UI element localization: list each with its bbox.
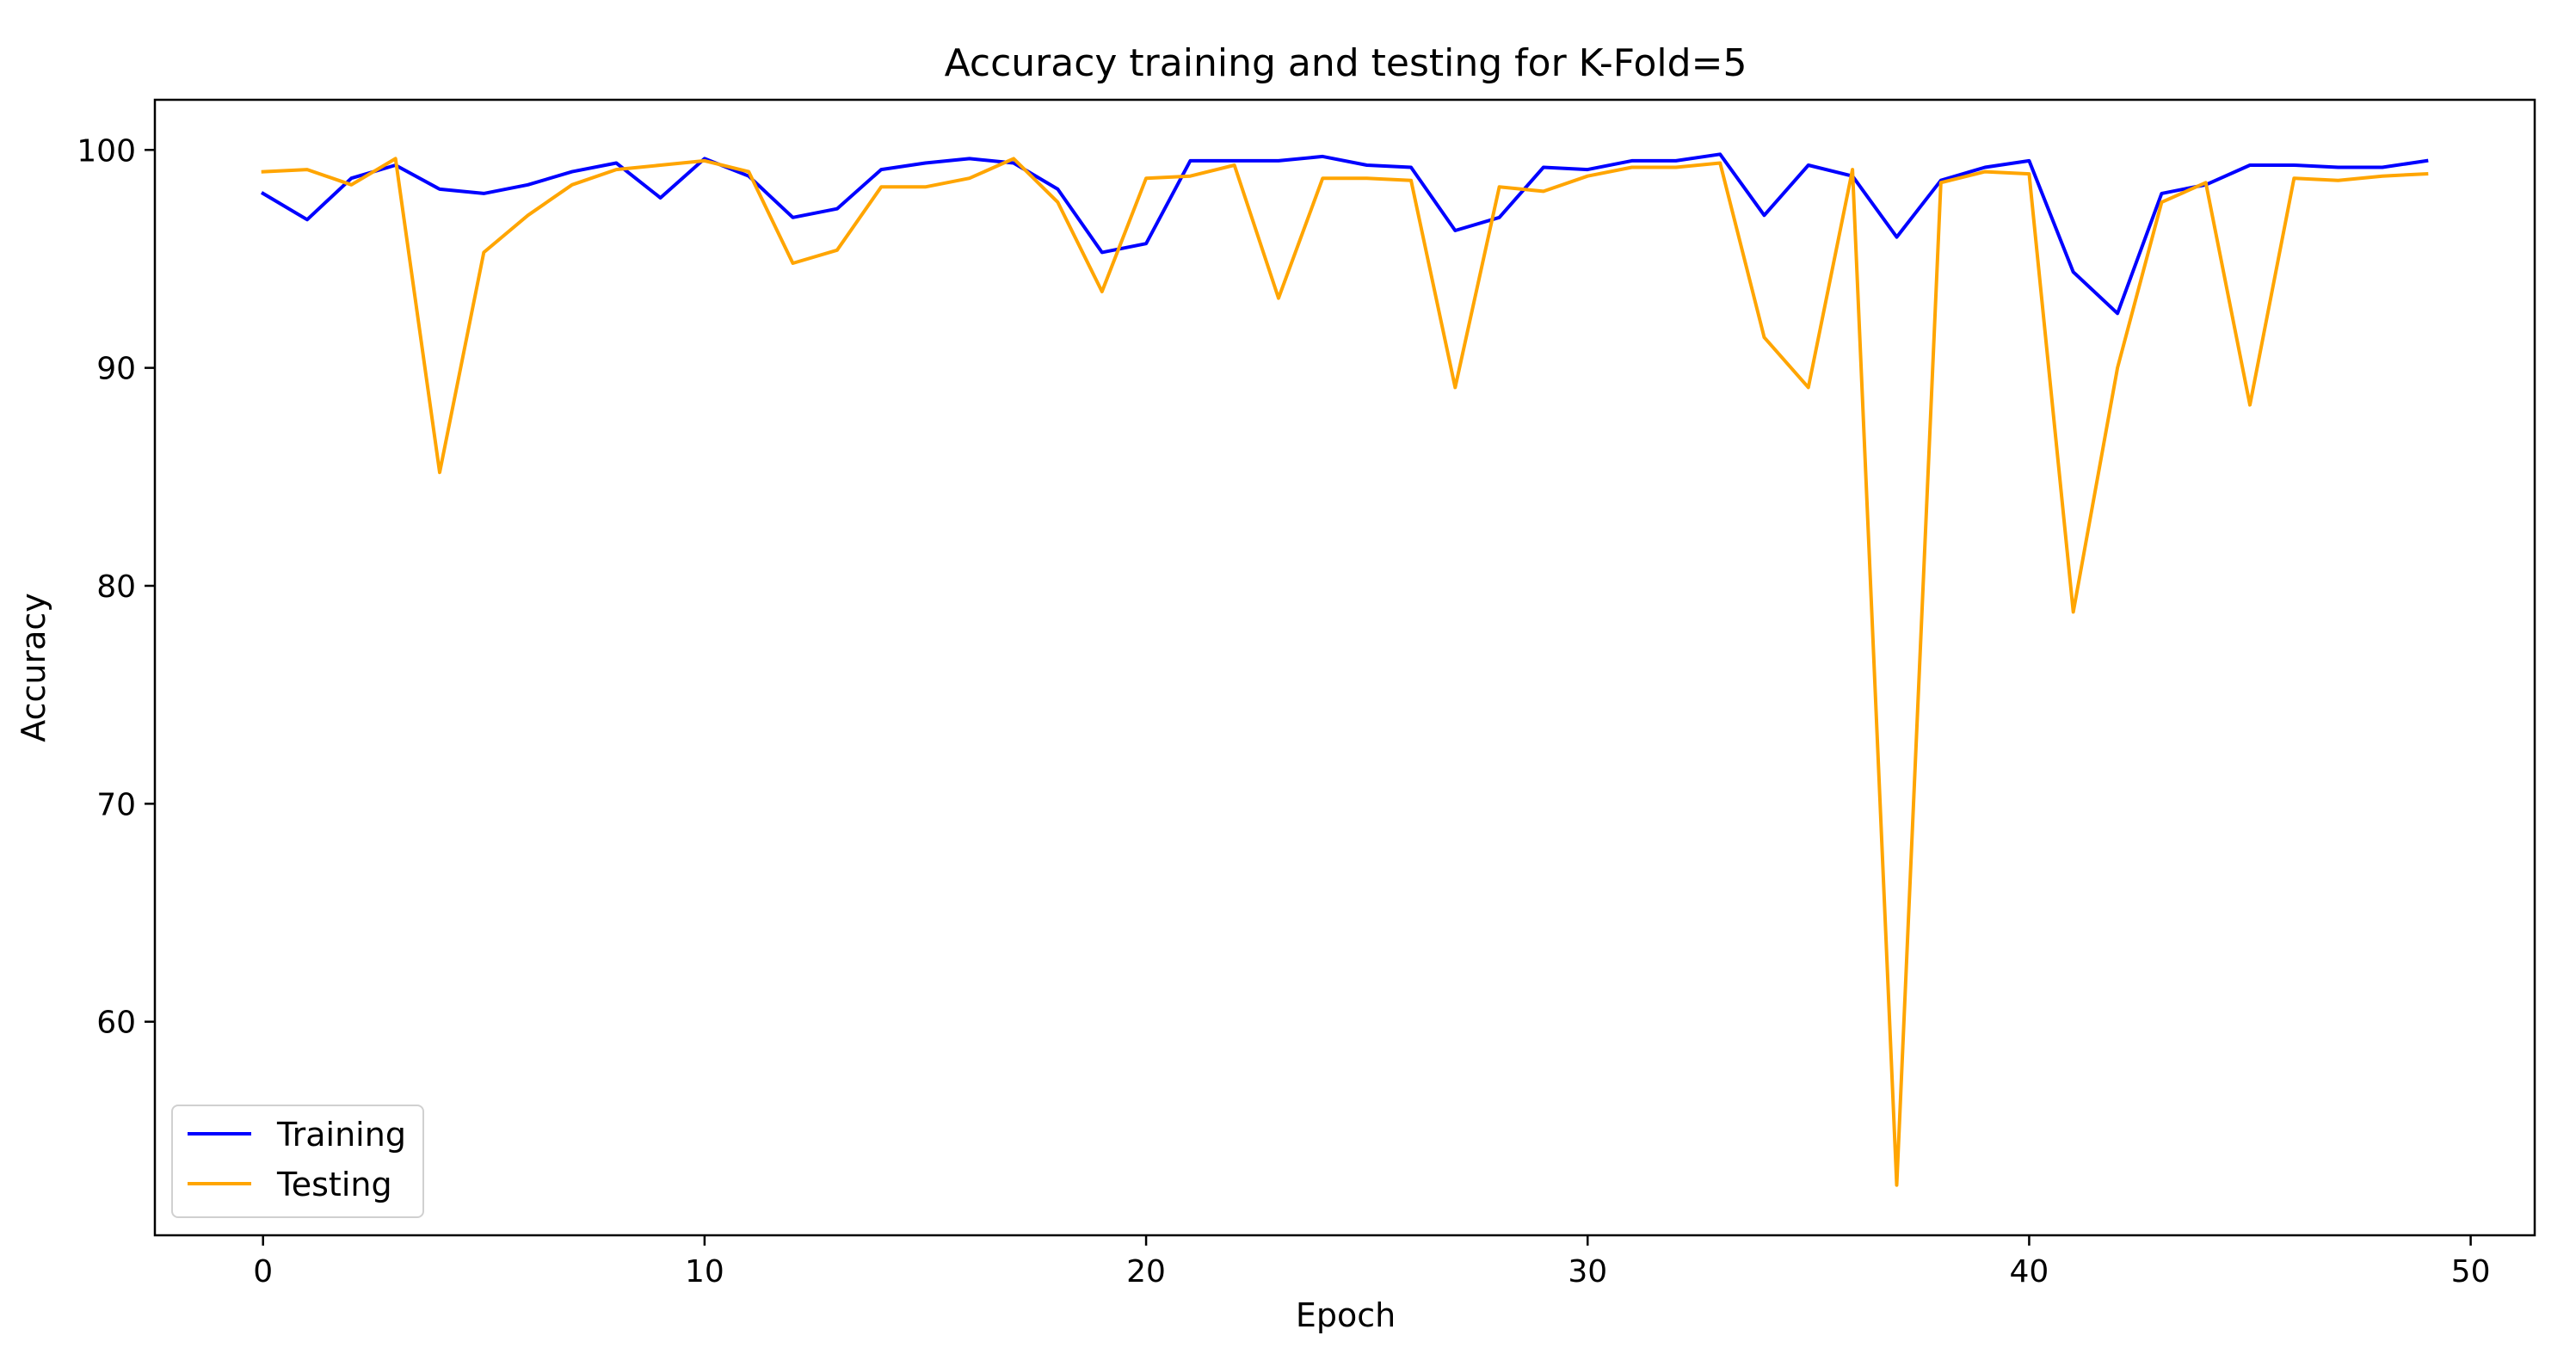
- x-axis-label: Epoch: [1296, 1296, 1396, 1334]
- x-tick-label-0: 0: [253, 1254, 273, 1289]
- x-tick-label-50: 50: [2451, 1254, 2491, 1289]
- series-layer: [260, 152, 2429, 1187]
- y-tick-label-100: 100: [77, 133, 136, 169]
- x-axis-ticks: 0 10 20 30 40 50: [253, 1235, 2490, 1289]
- y-tick-label-90: 90: [96, 352, 136, 387]
- x-tick-label-20: 20: [1126, 1254, 1166, 1289]
- legend-label-training: Training: [276, 1116, 406, 1154]
- y-tick-label-70: 70: [96, 787, 136, 822]
- legend: Training Testing: [171, 1105, 424, 1218]
- x-tick-label-40: 40: [2010, 1254, 2049, 1289]
- x-tick-label-30: 30: [1568, 1254, 1607, 1289]
- y-axis-label: Accuracy: [15, 593, 52, 742]
- chart-title: Accuracy training and testing for K-Fold…: [945, 41, 1747, 85]
- legend-label-testing: Testing: [276, 1166, 392, 1203]
- series-line-testing: [261, 157, 2429, 1187]
- y-tick-label-60: 60: [96, 1006, 136, 1041]
- y-tick-label-80: 80: [96, 569, 136, 605]
- plot-frame: [153, 98, 2536, 1237]
- y-axis-ticks: 60 70 80 90 100: [77, 133, 155, 1041]
- x-tick-label-10: 10: [685, 1254, 724, 1289]
